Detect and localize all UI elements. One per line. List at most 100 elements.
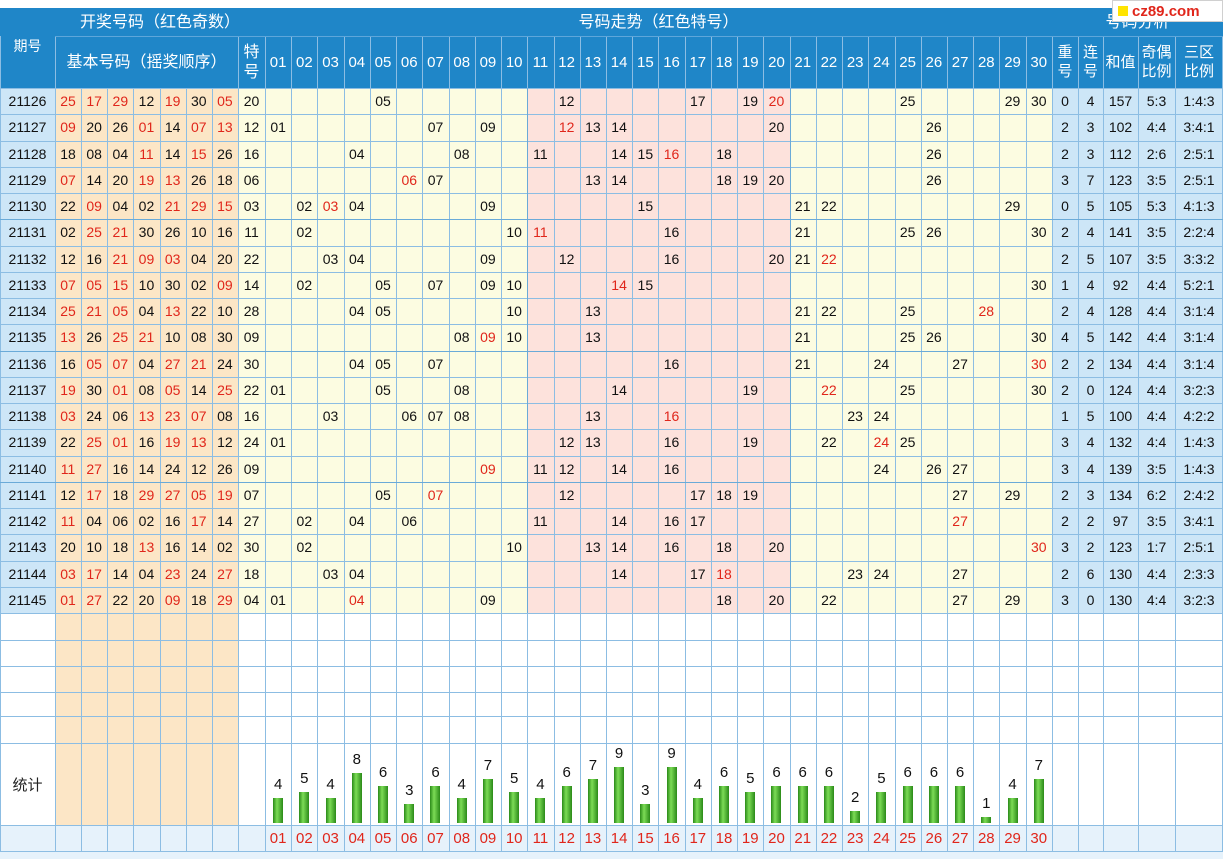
trend-mark: 05 (375, 355, 391, 372)
trend-mark: 17 (689, 565, 706, 582)
basic-number-cell: 08 (190, 329, 207, 346)
period-cell: 21131 (8, 224, 47, 241)
stats-category-label: 02 (295, 829, 313, 847)
special-number-cell: 20 (243, 93, 260, 110)
period-cell: 21134 (8, 303, 47, 320)
basic-number-cell: 14 (86, 171, 102, 188)
basic-number-cell: 05 (112, 303, 129, 320)
trend-mark: 27 (952, 355, 968, 372)
grid-horizontal-line (0, 743, 1223, 744)
trend-mark: 12 (558, 93, 575, 110)
basic-number-cell: 20 (86, 119, 102, 136)
stats-bar (325, 798, 336, 823)
stats-category-label: 30 (1030, 829, 1048, 847)
trend-mark: 04 (349, 355, 365, 372)
period-cell: 21126 (8, 93, 47, 110)
basic-number-cell: 21 (190, 355, 207, 372)
grid-horizontal-line (0, 456, 1223, 457)
basic-number-cell: 02 (138, 198, 155, 215)
basic-number-cell: 10 (164, 329, 181, 346)
trend-mark: 14 (611, 119, 627, 136)
stats-count-label: 5 (300, 769, 309, 787)
basic-number-cell: 13 (164, 171, 181, 188)
analysis-zone-cell: 1:4:3 (1183, 460, 1215, 477)
trend-mark: 17 (689, 513, 706, 530)
trend-mark: 16 (663, 224, 680, 241)
stats-count-label: 6 (824, 763, 834, 781)
basic-number-cell: 22 (190, 303, 207, 320)
trend-mark: 24 (873, 460, 890, 477)
trend-mark: 29 (1004, 591, 1021, 608)
period-cell: 21136 (8, 355, 47, 372)
trend-mark: 01 (270, 591, 286, 608)
basic-number-cell: 17 (86, 93, 102, 110)
trend-mark: 24 (873, 434, 890, 451)
trend-mark: 07 (427, 171, 444, 188)
period-header: 期号 (13, 39, 42, 56)
trend-number-header: 30 (1030, 53, 1048, 71)
trend-mark: 13 (585, 408, 601, 425)
trend-mark: 29 (1004, 486, 1021, 503)
stats-bar (928, 785, 939, 823)
basic-number-cell: 30 (138, 224, 155, 241)
basic-number-cell: 07 (190, 119, 207, 136)
stats-count-label: 6 (431, 763, 440, 781)
basic-number-cell: 15 (112, 276, 129, 293)
period-cell: 21145 (8, 591, 47, 608)
grid-vertical-line (658, 36, 659, 851)
trend-mark: 04 (349, 565, 365, 582)
special-number-cell: 22 (243, 250, 260, 267)
trend-mark: 13 (585, 303, 601, 320)
special-number-cell: 03 (243, 198, 260, 215)
site-logo[interactable]: cz89.com (1112, 0, 1223, 22)
basic-number-cell: 14 (164, 119, 181, 136)
trend-mark: 07 (427, 486, 444, 503)
trend-mark: 29 (1004, 93, 1021, 110)
trend-mark: 19 (742, 93, 759, 110)
basic-number-cell: 04 (86, 513, 102, 530)
period-cell: 21130 (8, 198, 47, 215)
stats-count-label: 5 (877, 769, 886, 787)
analysis-zone-cell: 1:4:3 (1183, 434, 1215, 451)
analysis-sum-cell: 100 (1108, 408, 1133, 425)
analysis-consec-cell: 0 (1086, 381, 1095, 398)
stats-bar (535, 798, 546, 823)
trend-mark: 26 (926, 119, 942, 136)
basic-number-cell: 29 (217, 591, 233, 608)
trend-number-header: 23 (846, 53, 864, 71)
grid-horizontal-line (0, 851, 1223, 852)
draw-group-header: 开奖号码（红色奇数） (79, 12, 240, 31)
analysis-oddeven-cell: 4:4 (1146, 434, 1167, 451)
grid-vertical-line (212, 88, 213, 851)
basic-number-cell: 14 (217, 513, 233, 530)
stats-bar (1033, 779, 1044, 823)
analysis-repeat-cell: 3 (1061, 460, 1069, 477)
basic-number-cell: 09 (217, 276, 233, 293)
basic-number-cell: 13 (60, 329, 76, 346)
period-cell: 21137 (8, 381, 47, 398)
trend-number-header: 15 (636, 53, 654, 71)
trend-number-header: 26 (925, 53, 943, 71)
trend-mark: 14 (611, 381, 627, 398)
stats-count-label: 4 (273, 776, 283, 794)
trend-mark: 22 (821, 303, 837, 320)
grid-vertical-line (186, 88, 187, 851)
trend-mark: 04 (349, 250, 365, 267)
grid-vertical-line (449, 36, 450, 851)
analysis-oddeven-cell: 4:4 (1146, 119, 1167, 136)
analysis-zone-cell: 3:2:3 (1183, 381, 1215, 398)
analysis-zone-cell: 4:2:2 (1183, 408, 1215, 425)
basic-number-cell: 01 (112, 434, 129, 451)
grid-vertical-line (265, 36, 266, 851)
grid-horizontal-line (0, 246, 1223, 247)
trend-mark: 07 (427, 408, 444, 425)
trend-mark: 18 (716, 565, 732, 582)
analysis-oddeven-cell: 3:5 (1146, 250, 1167, 267)
grid-vertical-line (396, 36, 397, 851)
trend-mark: 27 (952, 486, 968, 503)
grid-horizontal-line (0, 640, 1223, 641)
analysis-consec-cell: 4 (1086, 303, 1095, 320)
stats-bar (587, 779, 598, 823)
grid-vertical-line (1175, 36, 1176, 851)
grid-vertical-line (737, 36, 738, 851)
